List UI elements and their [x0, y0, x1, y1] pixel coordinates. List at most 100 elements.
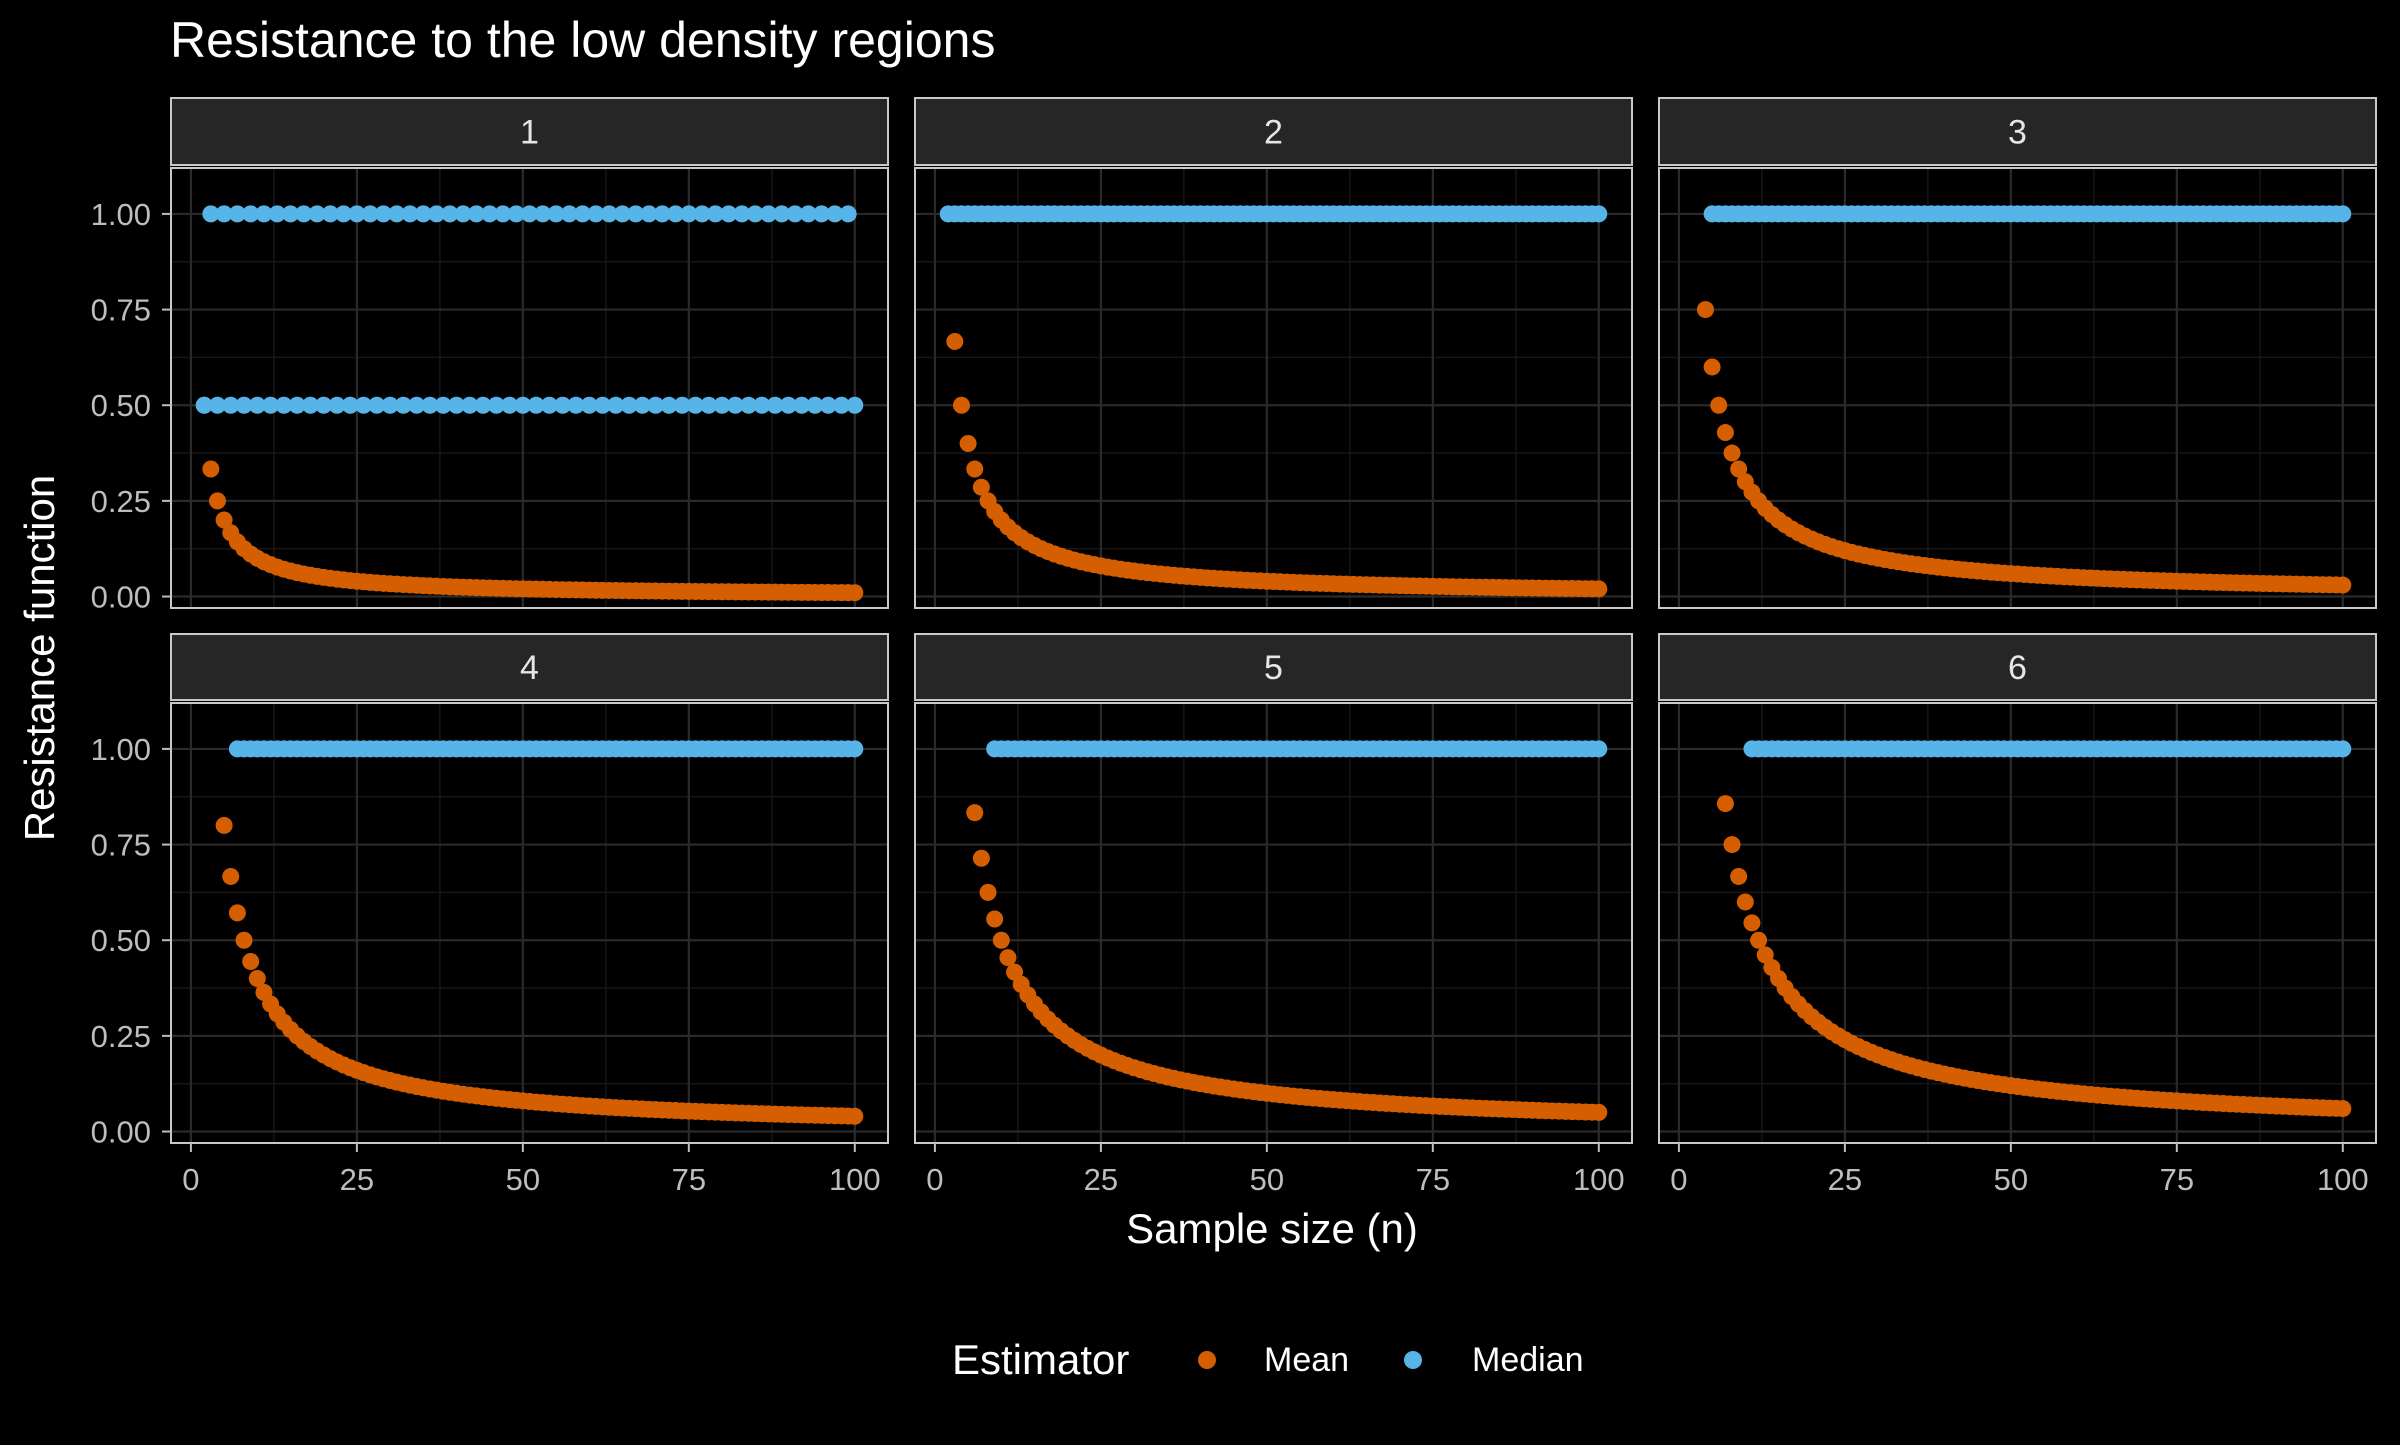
- x-tick-label: 50: [1250, 1162, 1284, 1197]
- median-point: [255, 205, 273, 223]
- median-point: [348, 205, 366, 223]
- median-point: [693, 205, 711, 223]
- median-point: [620, 396, 638, 414]
- points-5: [966, 740, 1608, 1121]
- median-point: [760, 205, 777, 223]
- median-point: [341, 396, 359, 414]
- median-point: [700, 396, 718, 414]
- gridlines-6: [1659, 703, 2376, 1143]
- y-axis-title: Resistance function: [16, 475, 63, 842]
- panel-border-1: [170, 167, 889, 609]
- facet-strip-2: [914, 97, 1633, 166]
- x-tick-label: 0: [926, 1162, 943, 1197]
- x-tick-label: 100: [829, 1162, 881, 1197]
- points-4: [215, 740, 864, 1125]
- median-point: [374, 205, 392, 223]
- median-point: [467, 205, 485, 223]
- median-point: [361, 205, 379, 223]
- median-point: [1590, 740, 1608, 758]
- mean-point: [1723, 836, 1741, 854]
- x-tick-label: 25: [1828, 1162, 1862, 1197]
- median-point: [647, 396, 665, 414]
- mean-point: [986, 910, 1004, 928]
- median-point: [421, 396, 439, 414]
- mean-point: [2334, 576, 2352, 594]
- mean-point: [1756, 946, 1774, 964]
- facet-strip-label-4: 4: [520, 649, 539, 687]
- x-tick-label: 50: [1994, 1162, 2028, 1197]
- facet-strip-label-1: 1: [520, 114, 539, 152]
- y-tick-label: 0.00: [91, 1115, 151, 1150]
- median-point: [779, 396, 797, 414]
- facet-strip-3: [1658, 97, 2377, 166]
- median-point: [813, 205, 831, 223]
- median-point: [627, 205, 645, 223]
- median-point: [640, 205, 658, 223]
- facet-strip-4: [170, 633, 889, 701]
- points-3: [1696, 205, 2352, 594]
- mean-point: [952, 396, 970, 414]
- median-point: [454, 205, 472, 223]
- median-point: [202, 205, 220, 223]
- median-point: [2334, 205, 2352, 223]
- panel-border-5: [914, 702, 1633, 1144]
- gridlines-4: [171, 703, 888, 1143]
- panel-background-2: [915, 168, 1632, 608]
- mean-point: [248, 969, 266, 987]
- points-1: [195, 205, 864, 602]
- median-point: [295, 205, 313, 223]
- facet-strip-1: [170, 97, 889, 166]
- median-point: [667, 205, 685, 223]
- y-tick-label: 0.00: [91, 580, 151, 615]
- mean-point: [966, 460, 984, 478]
- facet-panel-5: 50 25 50 75 100: [914, 633, 1633, 1197]
- x-tick-label: 25: [1084, 1162, 1118, 1197]
- y-tick-label: 1.00: [91, 732, 151, 767]
- gridlines-5: [915, 703, 1632, 1143]
- median-point: [753, 396, 771, 414]
- median-point: [242, 205, 260, 223]
- mean-point: [228, 904, 246, 922]
- x-tick-label: 75: [2160, 1162, 2194, 1197]
- mean-point: [242, 952, 260, 970]
- median-point: [521, 205, 538, 223]
- median-point: [215, 205, 233, 223]
- panel-background-1: [171, 168, 888, 608]
- mean-point: [972, 478, 990, 496]
- median-point: [740, 396, 758, 414]
- mean-point: [1696, 301, 1714, 319]
- facet-strip-6: [1658, 633, 2377, 701]
- median-point: [248, 396, 266, 414]
- mean-point: [1736, 893, 1754, 911]
- median-point: [799, 205, 817, 223]
- y-tick-label: 0.50: [91, 923, 151, 958]
- facet-panels: 1 0.00 0.25 0.50 0.75 1.00 2 3 4 0.00 0.25 0.50 0.75…: [91, 97, 2377, 1197]
- median-point: [686, 396, 704, 414]
- mean-point: [1750, 931, 1768, 949]
- mean-point: [1703, 358, 1721, 376]
- median-point: [335, 205, 353, 223]
- median-point: [355, 396, 373, 414]
- mean-point: [215, 511, 233, 529]
- median-point: [262, 396, 280, 414]
- median-point: [235, 396, 253, 414]
- median-point: [607, 396, 625, 414]
- mean-point: [846, 1107, 864, 1125]
- mean-point: [972, 849, 990, 867]
- median-point: [507, 205, 525, 223]
- median-point: [428, 205, 446, 223]
- median-point: [746, 205, 764, 223]
- points-2: [939, 205, 1608, 598]
- mean-point: [1590, 1103, 1608, 1121]
- median-point: [487, 396, 505, 414]
- mean-point: [846, 584, 864, 602]
- facet-panel-3: 3: [1658, 97, 2377, 609]
- median-point: [441, 205, 459, 223]
- panel-background-6: [1659, 703, 2376, 1143]
- panel-background-5: [915, 703, 1632, 1143]
- y-tick-label: 0.75: [91, 828, 151, 863]
- median-point: [633, 396, 651, 414]
- legend-label-median: Median: [1472, 1341, 1584, 1379]
